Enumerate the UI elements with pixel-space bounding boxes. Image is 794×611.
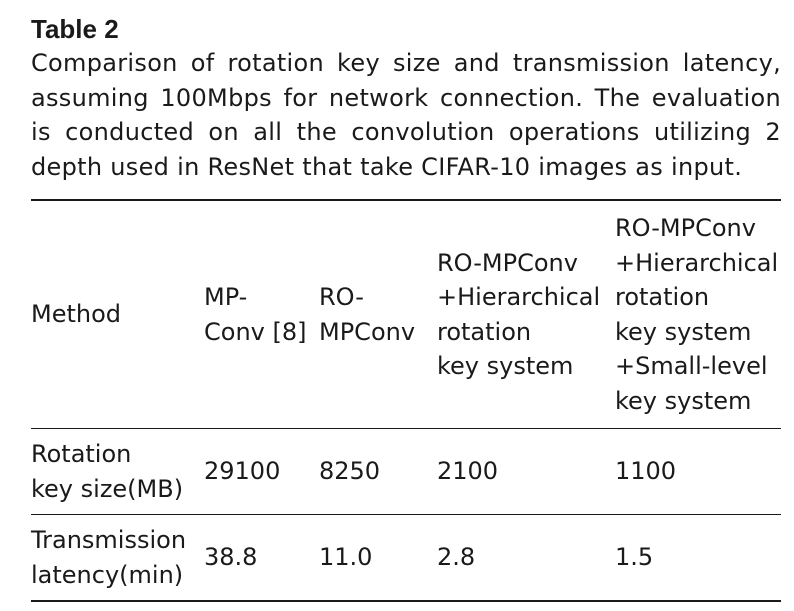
header-mp-conv: MP- Conv [8] <box>204 283 307 346</box>
header-method: Method <box>31 300 122 329</box>
table-cell: 1100 <box>615 457 677 486</box>
table-cell: 29100 <box>204 457 281 486</box>
table-cell: 2.8 <box>437 543 476 572</box>
table-cell: 2100 <box>437 457 499 486</box>
table-cell: 11.0 <box>319 543 373 572</box>
table-cell: 38.8 <box>204 543 258 572</box>
header-ro-mpconv-hierarchical: RO-MPConv +Hierarchical rotation key sys… <box>437 248 601 381</box>
row-label-transmission-latency: Transmission latency(min) <box>31 526 187 589</box>
table-cell: 1.5 <box>615 543 654 572</box>
comparison-table: Method MP- Conv [8] RO- MPConv RO-MPConv… <box>31 199 781 602</box>
header-ro-mpconv: RO- MPConv <box>319 283 416 346</box>
paper-table-section: Table 2 Comparison of rotation key size … <box>31 14 781 601</box>
table-row: Transmission latency(min) 38.8 11.0 2.8 … <box>31 515 781 601</box>
table-cell: 8250 <box>319 457 381 486</box>
row-label-rotation-key-size: Rotation key size(MB) <box>31 440 184 503</box>
table-caption: Comparison of rotation key size and tran… <box>31 49 781 181</box>
table-label: Table 2 <box>31 14 119 44</box>
table-row: Rotation key size(MB) 29100 8250 2100 11… <box>31 429 781 515</box>
table-header-row: Method MP- Conv [8] RO- MPConv RO-MPConv… <box>31 200 781 429</box>
header-ro-mpconv-hierarchical-small-level: RO-MPConv +Hierarchical rotation key sys… <box>615 214 779 415</box>
